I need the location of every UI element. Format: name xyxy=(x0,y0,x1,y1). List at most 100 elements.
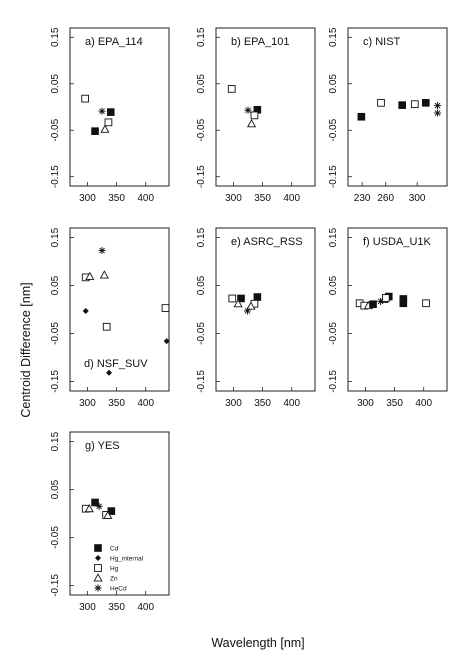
open-square-point xyxy=(104,118,113,127)
y-tick-label: 0.15 xyxy=(50,431,61,451)
asterisk-point xyxy=(95,502,103,510)
y-tick-label: 0.15 xyxy=(328,227,339,247)
y-tick-label: -0.15 xyxy=(50,574,61,597)
x-tick-label: 300 xyxy=(79,602,96,613)
legend-marker xyxy=(93,573,103,582)
open-triangle-point xyxy=(100,124,110,133)
x-tick-label: 300 xyxy=(225,398,242,409)
filled-square-point xyxy=(421,99,430,107)
open-triangle-point xyxy=(85,271,95,280)
panel-frame xyxy=(69,431,170,596)
y-tick-label: 0.05 xyxy=(328,275,339,295)
legend-label: Zn xyxy=(110,576,118,583)
open-square-point xyxy=(102,322,111,331)
panel-0: 0.15 0.05 -0.05 -0.15 300 350 400 a) EPA_114 xyxy=(50,27,170,204)
x-tick-label: 350 xyxy=(254,398,271,409)
panel-frame xyxy=(347,27,448,187)
y-tick-label: -0.05 xyxy=(50,118,61,141)
x-tick-label: 400 xyxy=(137,193,154,204)
filled-square-point xyxy=(106,108,115,116)
open-triangle-point xyxy=(103,510,113,519)
filled-square-point xyxy=(369,300,377,309)
filled-square-point xyxy=(91,127,99,135)
y-tick-label: -0.15 xyxy=(196,370,207,393)
open-triangle-point xyxy=(99,270,109,279)
y-tick-label: -0.05 xyxy=(328,322,339,345)
panel-title: e) ASRC_RSS xyxy=(231,236,303,248)
x-tick-label: 400 xyxy=(283,193,300,204)
panel-title: f) USDA_U1K xyxy=(363,236,432,248)
open-triangle-point xyxy=(84,503,94,513)
x-tick-label: 400 xyxy=(283,398,300,409)
y-tick-label: -0.15 xyxy=(196,165,207,188)
legend-marker xyxy=(94,544,102,552)
legend: Cd Hg_internal Hg Zn HeCd xyxy=(93,544,144,593)
filled-square-point xyxy=(253,293,262,301)
x-tick-label: 300 xyxy=(79,193,96,204)
x-axis-label: Wavelength [nm] xyxy=(211,636,304,650)
panel-title: a) EPA_114 xyxy=(85,36,143,48)
x-tick-label: 350 xyxy=(108,602,125,613)
panel-frame xyxy=(347,227,448,392)
panel-title: d) NSF_SUV xyxy=(84,358,148,370)
x-tick-label: 400 xyxy=(137,398,154,409)
y-tick-label: 0.05 xyxy=(50,74,61,94)
filled-square-point xyxy=(398,101,407,109)
open-square-point xyxy=(161,304,170,312)
y-tick-label: 0.05 xyxy=(328,74,339,94)
y-tick-label: -0.15 xyxy=(328,370,339,393)
y-axis-label: Centroid Difference [nm] xyxy=(19,282,33,417)
y-tick-label: -0.05 xyxy=(50,322,61,345)
asterisk-point xyxy=(98,107,106,115)
open-square-point xyxy=(228,294,237,303)
filled-square-point xyxy=(399,299,408,308)
open-square-point xyxy=(382,294,390,302)
x-tick-label: 350 xyxy=(108,398,125,409)
x-tick-label: 350 xyxy=(108,193,125,204)
panel-frame xyxy=(215,27,316,187)
panel-title: g) YES xyxy=(85,440,120,452)
y-tick-label: 0.05 xyxy=(50,275,61,295)
y-tick-label: -0.15 xyxy=(328,165,339,188)
filled-square-point xyxy=(237,294,245,303)
open-triangle-point xyxy=(246,119,257,128)
open-square-point xyxy=(227,85,236,93)
panel-2: 0.15 0.05 -0.05 -0.15 230 260 300 c) NIST xyxy=(328,27,448,204)
legend-label: HeCd xyxy=(110,586,127,593)
panel-4: 0.15 0.05 -0.05 -0.15 300 350 400 e) ASRC_RSS xyxy=(196,227,316,409)
panel-6: 0.15 0.05 -0.05 -0.15 300 350 400 g) YES xyxy=(50,431,170,613)
y-tick-label: 0.15 xyxy=(328,27,339,47)
panel-title: c) NIST xyxy=(363,36,401,48)
panel-title: b) EPA_101 xyxy=(231,36,290,48)
legend-label: Hg xyxy=(110,566,119,573)
x-tick-label: 300 xyxy=(225,193,242,204)
x-tick-label: 400 xyxy=(137,602,154,613)
y-tick-label: 0.05 xyxy=(196,275,207,295)
panel-frame xyxy=(215,227,316,392)
y-tick-label: 0.05 xyxy=(50,479,61,499)
x-tick-label: 300 xyxy=(409,193,426,204)
filled-diamond-point xyxy=(106,369,113,376)
y-tick-label: -0.05 xyxy=(328,118,339,141)
panel-3: 0.15 0.05 -0.05 -0.15 300 350 400 d) NSF_SUV xyxy=(50,227,170,409)
legend-label: Cd xyxy=(110,546,119,553)
x-tick-label: 300 xyxy=(357,398,374,409)
open-square-point xyxy=(410,100,419,109)
open-square-point xyxy=(250,111,259,120)
x-tick-label: 300 xyxy=(79,398,96,409)
x-tick-label: 230 xyxy=(354,193,371,204)
legend-marker xyxy=(94,584,102,592)
y-tick-label: 0.15 xyxy=(196,27,207,47)
open-square-point xyxy=(422,299,430,308)
filled-square-point xyxy=(357,112,366,121)
asterisk-point xyxy=(377,297,385,305)
open-triangle-point xyxy=(233,299,243,308)
legend-label: Hg_internal xyxy=(110,556,144,563)
open-square-point xyxy=(377,98,385,107)
filled-square-point xyxy=(91,498,99,507)
y-tick-label: 0.15 xyxy=(196,227,207,247)
asterisk-point xyxy=(243,307,252,315)
asterisk-point xyxy=(98,246,106,255)
y-tick-label: 0.05 xyxy=(196,74,207,94)
